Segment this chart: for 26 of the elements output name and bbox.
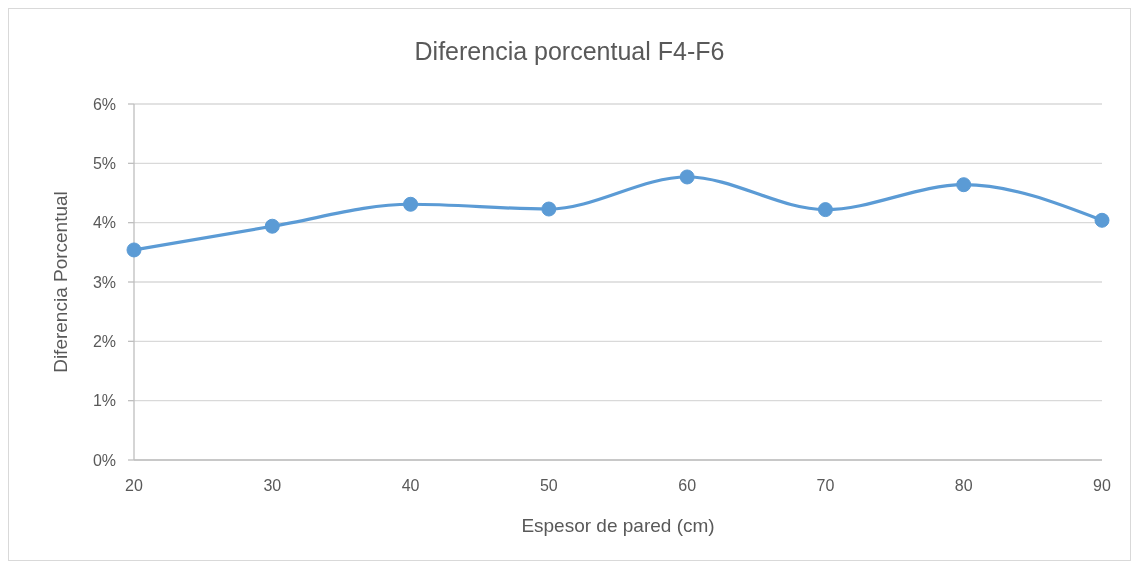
x-tick-label: 50 — [539, 477, 558, 495]
y-tick-label: 3% — [92, 273, 116, 291]
point — [1094, 212, 1110, 228]
point — [679, 169, 695, 185]
chart-title: Diferencia porcentual F4-F6 — [413, 37, 726, 66]
x-axis-title: Espesor de pared (cm) — [520, 515, 716, 537]
y-tick-label: 4% — [92, 214, 116, 232]
point — [403, 196, 419, 212]
point — [817, 202, 833, 218]
point — [126, 242, 142, 258]
x-tick-label: 20 — [125, 477, 143, 495]
x-tick-label: 80 — [954, 477, 973, 495]
point — [956, 177, 972, 193]
y-tick-label: 0% — [92, 451, 116, 469]
x-tick-label: 70 — [816, 477, 835, 495]
y-axis-title: Diferencia Porcentual — [50, 191, 72, 373]
x-tick-label: 30 — [263, 477, 282, 495]
x-tick-label: 90 — [1093, 477, 1111, 495]
point — [264, 218, 280, 234]
y-tick-label: 6% — [92, 95, 116, 113]
y-tick-label: 2% — [92, 333, 116, 351]
x-tick-label: 40 — [401, 477, 420, 495]
y-tick-label: 1% — [92, 392, 116, 410]
y-tick-label: 5% — [92, 155, 116, 173]
point — [541, 201, 557, 217]
x-tick-label: 60 — [678, 477, 697, 495]
